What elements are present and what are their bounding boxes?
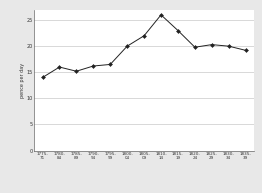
Y-axis label: pence per day: pence per day [20, 63, 25, 98]
